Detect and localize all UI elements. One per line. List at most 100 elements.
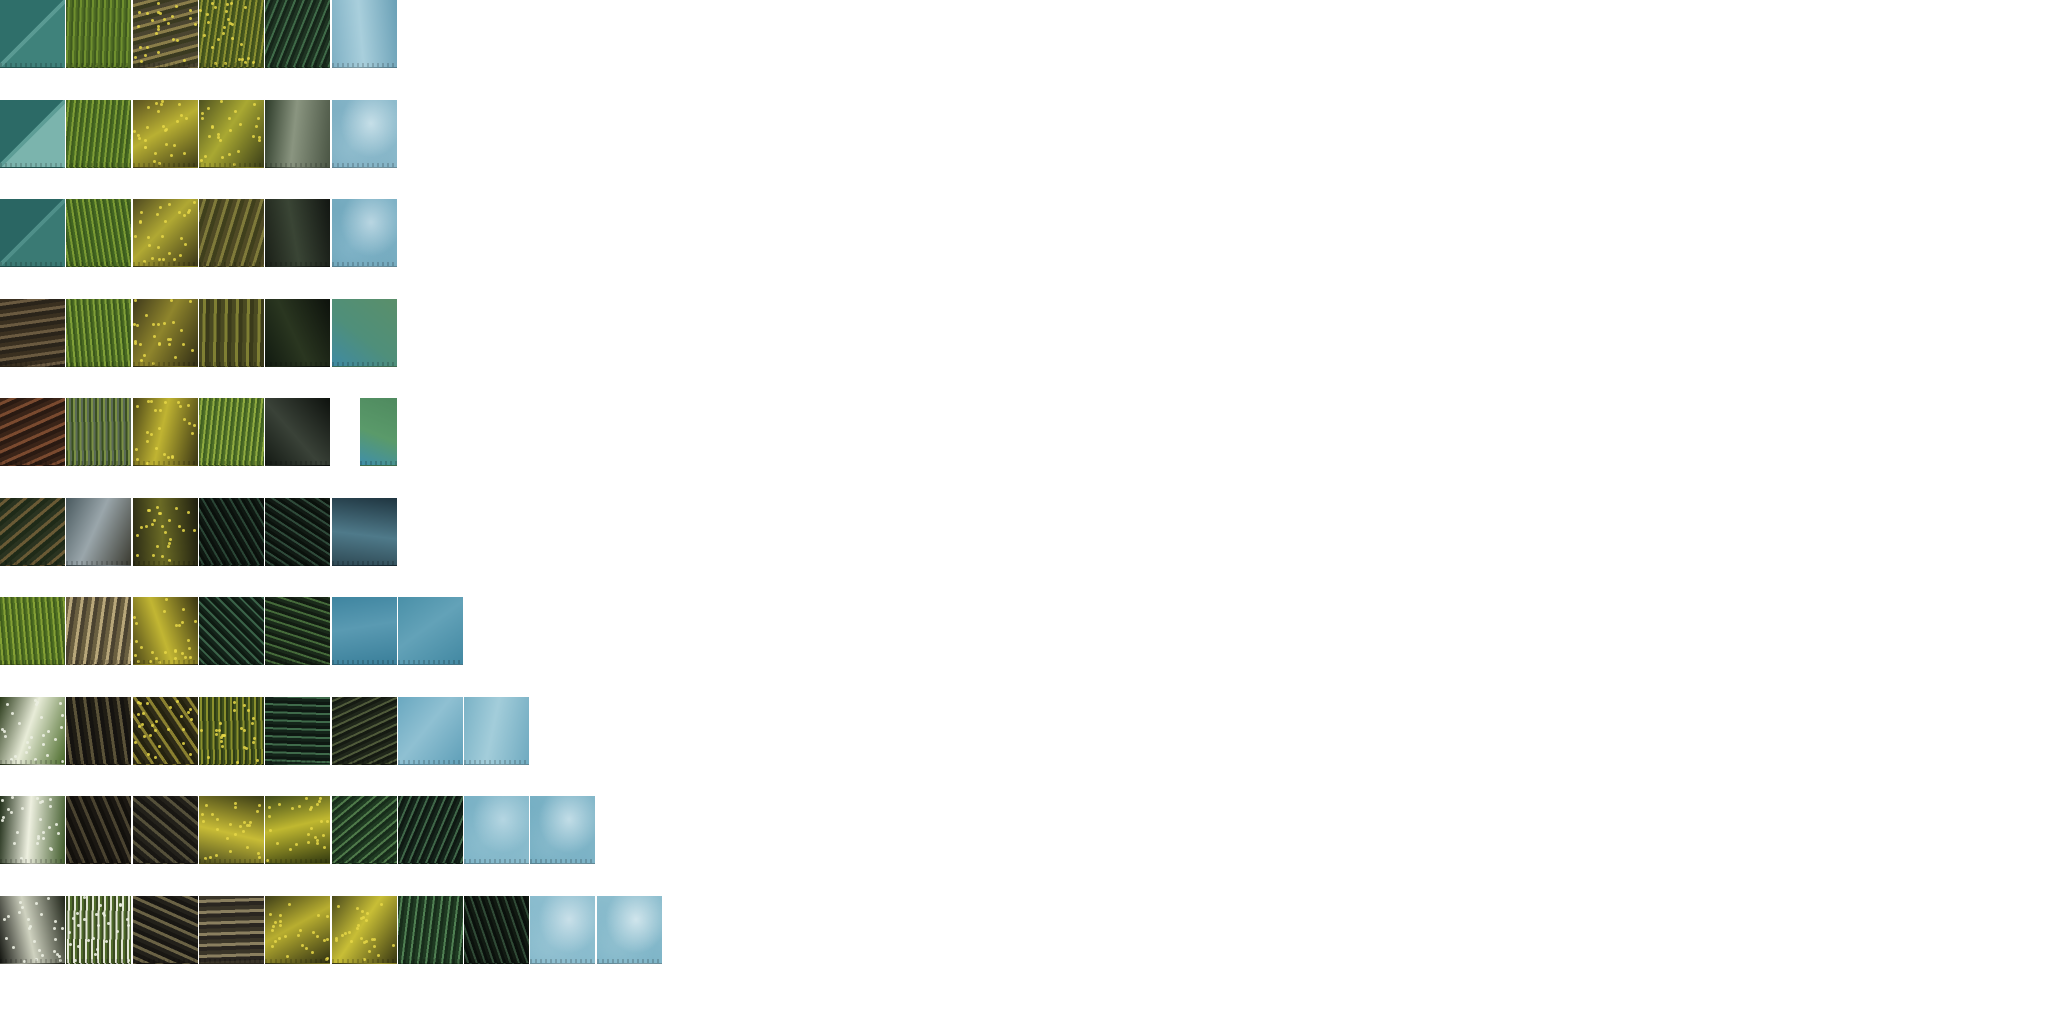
texture-tile-bark-light — [198, 895, 264, 964]
foliage-speck — [192, 528, 196, 532]
foliage-speck — [168, 337, 172, 341]
foliage-speck — [179, 237, 183, 240]
foliage-speck — [183, 656, 187, 659]
foliage-speck — [177, 211, 181, 214]
foliage-speck — [33, 939, 36, 943]
foliage-speck — [242, 728, 246, 732]
texture-tile-grass — [66, 99, 132, 168]
foliage-speck — [27, 917, 30, 921]
foliage-speck — [42, 742, 45, 746]
foliage-speck — [157, 661, 161, 664]
texture-tile-grass — [66, 0, 132, 68]
foliage-speck — [245, 824, 249, 827]
foliage-speck — [133, 298, 137, 302]
foliage-speck — [349, 939, 353, 943]
foliage-speck — [35, 957, 38, 961]
foliage-speck — [228, 850, 232, 853]
foliage-speck — [10, 757, 13, 761]
foliage-speck — [34, 757, 37, 761]
foliage-speck — [163, 401, 167, 404]
foliage-speck — [145, 46, 149, 49]
texture-tile-fern-dark — [265, 696, 331, 765]
foliage-speck — [133, 740, 137, 744]
foliage-speck — [136, 712, 140, 716]
foliage-speck — [239, 726, 243, 730]
texture-tile-bark-dark — [66, 696, 132, 765]
foliage-speck — [145, 701, 149, 705]
foliage-speck — [142, 734, 146, 738]
foliage-speck — [255, 810, 259, 813]
foliage-speck — [179, 328, 183, 332]
foliage-speck — [379, 902, 383, 906]
foliage-speck — [243, 61, 247, 64]
foliage-speck — [274, 920, 278, 924]
foliage-speck — [320, 820, 324, 823]
foliage-speck — [242, 745, 246, 749]
foliage-speck — [159, 102, 163, 106]
foliage-speck — [142, 353, 146, 357]
foliage-speck — [133, 341, 137, 345]
foliage-speck — [361, 915, 365, 919]
texture-tile-foliage-dark — [132, 497, 198, 566]
foliage-speck — [41, 800, 44, 803]
foliage-speck — [223, 62, 227, 65]
foliage-speck — [186, 211, 190, 214]
foliage-speck — [188, 656, 192, 659]
foliage-speck — [214, 854, 218, 857]
foliage-speck — [310, 827, 314, 830]
foliage-speck — [214, 728, 218, 732]
foliage-speck — [202, 34, 206, 37]
foliage-speck — [166, 727, 170, 731]
texture-tile-yellow-foliage — [132, 99, 198, 168]
texture-tile-yellow-foliage — [265, 895, 331, 964]
foliage-speck — [152, 518, 156, 522]
foliage-speck — [54, 937, 57, 941]
foliage-speck — [76, 911, 80, 915]
foliage-speck — [53, 949, 56, 953]
foliage-speck — [161, 124, 165, 128]
foliage-speck — [305, 797, 309, 800]
foliage-speck — [216, 132, 220, 136]
foliage-speck — [40, 715, 43, 719]
foliage-speck — [271, 928, 275, 932]
foliage-speck — [372, 937, 376, 941]
foliage-speck — [176, 401, 180, 404]
foliage-speck — [288, 902, 292, 906]
texture-tile-sky — [331, 0, 397, 68]
foliage-speck — [58, 954, 61, 958]
foliage-speck — [256, 116, 260, 120]
foliage-speck — [200, 111, 204, 115]
foliage-speck — [150, 19, 154, 22]
atlas-row — [0, 796, 597, 866]
foliage-speck — [156, 11, 160, 14]
atlas-row — [0, 298, 398, 369]
foliage-speck — [36, 700, 39, 704]
foliage-speck — [343, 931, 347, 935]
foliage-speck — [141, 711, 145, 715]
foliage-speck — [169, 298, 173, 302]
foliage-speck — [233, 806, 237, 809]
foliage-speck — [355, 926, 359, 930]
foliage-speck — [215, 828, 219, 831]
foliage-speck — [94, 952, 98, 956]
foliage-speck — [156, 246, 160, 249]
foliage-speck — [60, 725, 63, 729]
foliage-speck — [145, 440, 149, 443]
foliage-speck — [37, 837, 40, 840]
foliage-speck — [326, 820, 330, 823]
foliage-speck — [268, 806, 272, 809]
foliage-speck — [222, 733, 226, 737]
foliage-speck — [317, 913, 321, 917]
foliage-speck — [181, 608, 185, 611]
foliage-speck — [59, 701, 62, 705]
foliage-speck — [222, 26, 226, 29]
foliage-speck — [146, 400, 150, 403]
foliage-speck — [210, 813, 214, 816]
foliage-speck — [133, 56, 137, 59]
foliage-speck — [10, 811, 13, 814]
foliage-speck — [228, 22, 232, 25]
foliage-speck — [257, 135, 261, 139]
foliage-speck — [210, 2, 214, 5]
foliage-speck — [210, 46, 214, 49]
foliage-speck — [257, 856, 261, 859]
